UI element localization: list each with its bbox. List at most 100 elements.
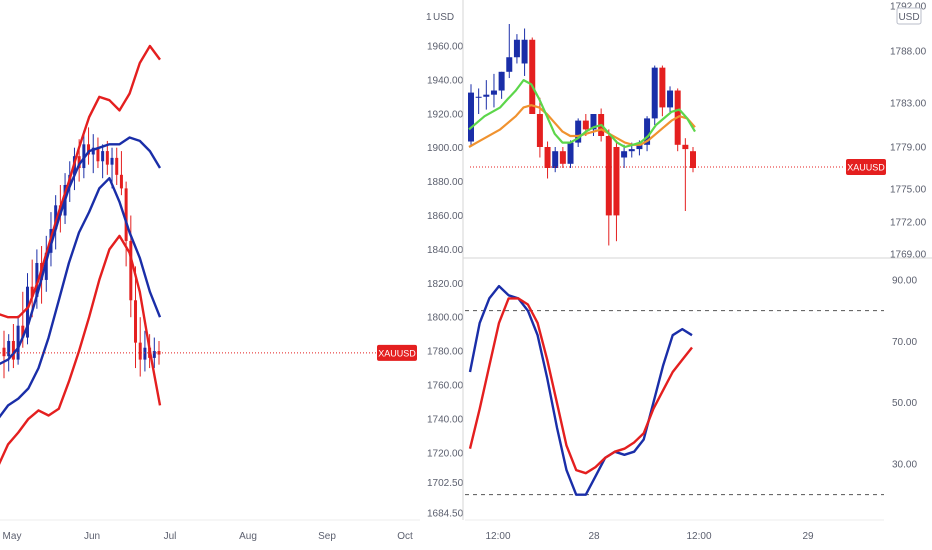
left-x-tick-label: Sep bbox=[318, 531, 336, 542]
right-symbol-tag-label: XAUUSD bbox=[847, 163, 885, 173]
left-y-tick-label: 1760.00 bbox=[427, 381, 464, 392]
left-symbol-tag-label: XAUUSD bbox=[378, 348, 416, 358]
right-currency-box bbox=[896, 7, 922, 25]
right-top-y-tick-label: 1788.00 bbox=[890, 47, 927, 58]
left-candle-body bbox=[91, 147, 95, 155]
left-y-tick-label: 1684.50 bbox=[427, 509, 464, 520]
right-top-y-tick-label: 1775.00 bbox=[890, 185, 927, 196]
right-bottom-y-tick-label: 30.00 bbox=[892, 460, 917, 471]
right-candle-body bbox=[651, 67, 658, 119]
left-y-tick-label: 1880.00 bbox=[427, 177, 464, 188]
left-candle-body bbox=[119, 174, 123, 189]
left-price-axis: 1684.50 1702.50 1720.00 1740.00 1760.00 1780.… bbox=[426, 12, 464, 520]
left-y-tick-label: 1900.00 bbox=[427, 143, 464, 154]
right-orange-ema-line bbox=[468, 104, 696, 148]
right-x-tick-label: 12:00 bbox=[686, 531, 711, 542]
left-candle-body bbox=[21, 325, 25, 338]
left-y-tick-label: 1860.00 bbox=[427, 211, 464, 222]
left-candle-body bbox=[25, 286, 29, 338]
right-candle-body bbox=[682, 144, 689, 150]
right-candle-body bbox=[559, 151, 566, 164]
left-candle-body bbox=[35, 262, 39, 297]
right-candle-body bbox=[475, 96, 482, 98]
left-currency-label: USD bbox=[433, 12, 454, 23]
left-candle-body bbox=[77, 156, 81, 169]
right-top-price-axis: 1769.00 1772.00 1775.00 1779.00 1783.00 1788.… bbox=[890, 2, 927, 261]
left-chart-panel: XAUUSD bbox=[0, 44, 417, 465]
left-y-tick-label: 1920.00 bbox=[427, 109, 464, 120]
left-x-tick-label: Aug bbox=[239, 531, 257, 542]
left-candle-body bbox=[11, 340, 15, 360]
right-candle-body bbox=[506, 57, 513, 72]
right-candle-body bbox=[498, 71, 505, 91]
left-candle-body bbox=[44, 252, 48, 280]
right-candle-body bbox=[605, 136, 612, 216]
left-axis-cut-label: 1 bbox=[426, 12, 432, 23]
right-time-axis: 12:00 28 12:00 29 bbox=[465, 519, 884, 542]
right-candle-body bbox=[613, 147, 620, 216]
left-candle-body bbox=[96, 147, 100, 162]
right-candle-body bbox=[575, 120, 582, 143]
right-top-y-tick-label: 1783.00 bbox=[890, 99, 927, 110]
left-red-upper-band bbox=[0, 44, 161, 319]
left-candle-body bbox=[87, 144, 91, 155]
left-candle-body bbox=[105, 151, 109, 165]
left-candle-body bbox=[152, 351, 156, 358]
right-currency-label: USD bbox=[898, 12, 919, 23]
right-x-tick-label: 28 bbox=[588, 531, 600, 542]
left-time-axis: May Jun Jul Aug Sep Oct bbox=[0, 519, 420, 542]
right-candle-body bbox=[490, 90, 497, 95]
left-blue-upper-band bbox=[0, 136, 162, 366]
left-candle-body bbox=[124, 188, 128, 241]
right-green-ema-line bbox=[468, 79, 696, 149]
left-candle-body bbox=[134, 300, 138, 343]
left-candle-body bbox=[16, 325, 20, 360]
left-candle-body bbox=[129, 240, 133, 301]
right-candle-body bbox=[544, 147, 551, 168]
right-candle-body bbox=[628, 149, 635, 152]
right-top-y-tick-label: 1792.00 bbox=[890, 2, 927, 13]
right-top-y-tick-label: 1779.00 bbox=[890, 143, 927, 154]
left-candle-body bbox=[2, 347, 6, 357]
left-y-tick-label: 1720.00 bbox=[427, 448, 464, 459]
left-candle-body bbox=[143, 347, 147, 360]
right-bottom-y-tick-label: 50.00 bbox=[892, 398, 917, 409]
left-y-tick-label: 1780.00 bbox=[427, 347, 464, 358]
right-candle-body bbox=[636, 144, 643, 150]
left-candle-body bbox=[115, 157, 119, 175]
right-candle-body bbox=[644, 118, 651, 145]
right-bottom-oscillator-axis: 30.00 50.00 70.00 90.00 bbox=[892, 276, 917, 471]
right-candle-body bbox=[513, 39, 520, 58]
right-symbol-tag bbox=[846, 159, 886, 175]
right-bottom-y-tick-label: 70.00 bbox=[892, 337, 917, 348]
left-y-tick-label: 1702.50 bbox=[427, 478, 464, 489]
right-bottom-y-tick-label: 90.00 bbox=[892, 276, 917, 287]
left-candle-body bbox=[30, 286, 34, 297]
left-blue-lower-band bbox=[0, 177, 162, 419]
right-candle-body bbox=[536, 114, 543, 147]
right-top-y-tick-label: 1772.00 bbox=[890, 218, 927, 229]
right-candle-body bbox=[529, 39, 536, 114]
right-candle-body bbox=[667, 90, 674, 108]
left-x-tick-label: Jul bbox=[164, 531, 177, 542]
left-x-tick-label: Jun bbox=[84, 531, 100, 542]
left-candle-body bbox=[138, 342, 142, 360]
left-candle-body bbox=[54, 205, 58, 230]
right-bottom-oscillator-panel bbox=[465, 284, 884, 496]
left-x-tick-label: May bbox=[3, 531, 22, 542]
left-y-tick-label: 1820.00 bbox=[427, 279, 464, 290]
right-candle-body bbox=[468, 92, 474, 142]
left-candle-body bbox=[101, 151, 105, 162]
right-x-tick-label: 29 bbox=[802, 531, 814, 542]
right-candle-body bbox=[582, 120, 589, 130]
right-candle-body bbox=[483, 94, 490, 97]
oscillator-red-line bbox=[468, 297, 693, 475]
right-candle-body bbox=[659, 67, 666, 108]
left-y-tick-label: 1800.00 bbox=[427, 313, 464, 324]
oscillator-blue-line bbox=[468, 284, 693, 496]
left-y-tick-label: 1840.00 bbox=[427, 245, 464, 256]
left-red-lower-band bbox=[0, 234, 162, 465]
left-y-tick-label: 1960.00 bbox=[427, 42, 464, 53]
left-x-tick-label: Oct bbox=[397, 531, 413, 542]
right-candle-body bbox=[552, 151, 559, 168]
